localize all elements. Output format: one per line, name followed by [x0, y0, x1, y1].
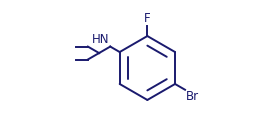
Text: HN: HN: [92, 33, 110, 46]
Text: F: F: [144, 12, 151, 25]
Text: Br: Br: [186, 90, 199, 103]
